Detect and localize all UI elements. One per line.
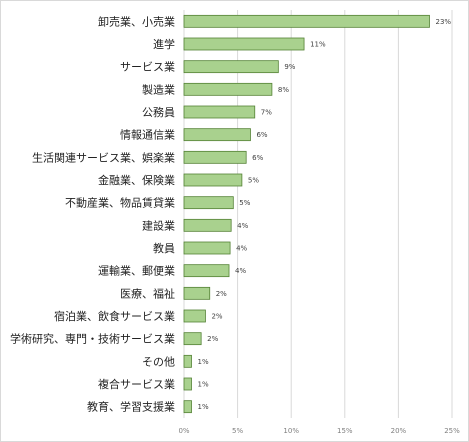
category-label: 建設業 bbox=[142, 218, 175, 232]
category-label: 複合サービス業 bbox=[98, 377, 175, 391]
x-tick-label: 5% bbox=[232, 427, 243, 435]
bar bbox=[183, 60, 279, 74]
value-label: 11% bbox=[310, 41, 326, 49]
bar bbox=[183, 218, 232, 232]
category-label: 運輸業、郵便業 bbox=[98, 264, 175, 278]
value-label: 1% bbox=[198, 403, 209, 411]
category-label: その他 bbox=[142, 355, 175, 368]
bar bbox=[183, 286, 211, 300]
value-label: 2% bbox=[216, 290, 227, 298]
value-label: 1% bbox=[198, 381, 209, 389]
category-label: 学術研究、専門・技術サービス業 bbox=[10, 332, 175, 346]
grid-layer bbox=[183, 10, 453, 418]
value-label: 4% bbox=[237, 222, 248, 230]
bar bbox=[183, 377, 192, 391]
bar bbox=[183, 309, 206, 323]
category-label: 公務員 bbox=[142, 105, 175, 119]
value-label: 2% bbox=[207, 335, 218, 343]
category-label: 不動産業、物品賃貸業 bbox=[65, 196, 175, 210]
value-label: 7% bbox=[261, 109, 272, 117]
label-layer: 卸売業、小売業 23% 進学 11% サービス業 9% 製造業 8% 公務員 7% 情報通信業 6% 生… bbox=[10, 14, 451, 413]
category-label: 情報通信業 bbox=[120, 129, 175, 142]
bar bbox=[183, 332, 202, 346]
bar bbox=[183, 196, 234, 210]
category-label: 医療、福祉 bbox=[120, 286, 175, 300]
bar-layer bbox=[183, 14, 430, 414]
value-label: 23% bbox=[435, 18, 451, 26]
bar bbox=[183, 82, 273, 96]
value-label: 4% bbox=[235, 267, 246, 275]
category-label: 宿泊業、飲食サービス業 bbox=[54, 309, 175, 323]
category-label: 卸売業、小売業 bbox=[98, 14, 175, 28]
value-label: 4% bbox=[236, 245, 247, 253]
value-label: 8% bbox=[278, 86, 289, 94]
value-label: 2% bbox=[211, 313, 222, 321]
bar bbox=[183, 354, 192, 368]
bar bbox=[183, 241, 231, 255]
category-label: 金融業、保険業 bbox=[98, 173, 175, 187]
value-label: 1% bbox=[198, 358, 209, 366]
value-label: 9% bbox=[284, 63, 295, 71]
category-label: 進学 bbox=[153, 37, 175, 51]
bar bbox=[183, 400, 192, 414]
tick-layer: 0% 5% 10% 15% 20% 25% bbox=[178, 427, 460, 435]
bar bbox=[183, 105, 256, 119]
value-label: 6% bbox=[252, 154, 263, 162]
bar bbox=[183, 150, 247, 164]
bar bbox=[183, 264, 230, 278]
category-label: 教育、学習支援業 bbox=[87, 400, 175, 414]
x-tick-label: 15% bbox=[337, 427, 353, 435]
bar bbox=[183, 128, 251, 142]
value-label: 5% bbox=[248, 177, 259, 185]
category-label: 教員 bbox=[153, 242, 175, 255]
bar bbox=[183, 173, 243, 187]
x-tick-label: 25% bbox=[444, 427, 460, 435]
category-label: 製造業 bbox=[142, 82, 175, 96]
category-label: サービス業 bbox=[120, 61, 175, 74]
x-tick-label: 0% bbox=[178, 427, 189, 435]
value-label: 5% bbox=[239, 199, 250, 207]
value-label: 6% bbox=[256, 131, 267, 139]
category-label: 生活関連サービス業、娯楽業 bbox=[32, 150, 175, 164]
bar bbox=[183, 37, 305, 51]
x-tick-label: 20% bbox=[391, 427, 407, 435]
x-tick-label: 10% bbox=[283, 427, 299, 435]
bar bbox=[183, 14, 430, 28]
